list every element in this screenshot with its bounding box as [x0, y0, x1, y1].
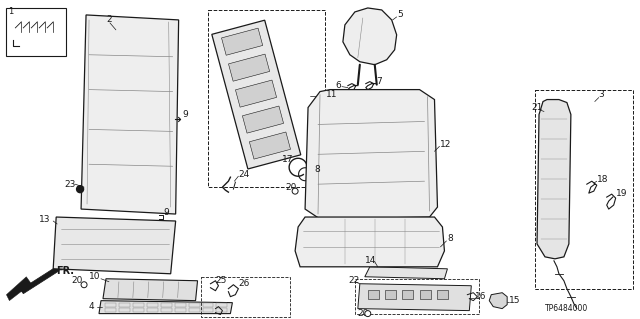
Bar	[119, 308, 130, 312]
Text: 25: 25	[216, 276, 227, 285]
Bar	[420, 290, 431, 299]
Polygon shape	[365, 267, 447, 279]
Bar	[402, 290, 413, 299]
Bar	[202, 308, 214, 312]
Bar	[216, 308, 227, 312]
Text: 14: 14	[365, 256, 376, 265]
Polygon shape	[103, 279, 198, 300]
Circle shape	[365, 311, 371, 316]
Polygon shape	[537, 100, 571, 259]
Circle shape	[81, 282, 87, 288]
Text: 4: 4	[89, 302, 95, 311]
Polygon shape	[81, 15, 179, 214]
Text: 11: 11	[326, 90, 337, 99]
Text: 19: 19	[616, 189, 627, 198]
Text: 7: 7	[376, 77, 381, 86]
Text: TP6484000: TP6484000	[545, 304, 588, 313]
Polygon shape	[20, 267, 59, 294]
Circle shape	[292, 188, 298, 194]
Text: 20: 20	[285, 183, 296, 192]
Bar	[105, 303, 116, 307]
Text: 21: 21	[531, 103, 543, 112]
Polygon shape	[295, 217, 444, 267]
Bar	[189, 308, 200, 312]
Polygon shape	[236, 80, 276, 107]
Bar	[216, 303, 227, 307]
Text: 24: 24	[238, 170, 250, 179]
Polygon shape	[99, 300, 232, 314]
Bar	[147, 308, 157, 312]
Text: FR.: FR.	[56, 266, 74, 276]
Polygon shape	[53, 217, 175, 274]
Text: 13: 13	[39, 214, 51, 224]
Polygon shape	[243, 106, 284, 133]
Text: 8: 8	[314, 165, 320, 174]
Bar	[385, 290, 396, 299]
Text: 17: 17	[282, 155, 294, 164]
Bar	[119, 303, 130, 307]
Bar	[202, 303, 214, 307]
Text: 22: 22	[348, 276, 359, 285]
Text: 8: 8	[447, 234, 453, 243]
Bar	[105, 308, 116, 312]
Text: 18: 18	[596, 175, 608, 184]
Circle shape	[77, 186, 84, 193]
Polygon shape	[305, 90, 438, 219]
Bar	[368, 290, 379, 299]
Polygon shape	[358, 284, 471, 311]
Polygon shape	[489, 293, 507, 308]
Bar	[438, 290, 449, 299]
Bar	[161, 303, 172, 307]
Text: 12: 12	[440, 140, 451, 149]
Bar	[535, 90, 632, 289]
Bar	[161, 308, 172, 312]
Text: 9: 9	[182, 110, 188, 119]
Text: 1: 1	[8, 7, 13, 17]
Bar	[175, 303, 186, 307]
Bar	[355, 279, 479, 314]
Text: 5: 5	[397, 11, 403, 19]
Text: 26: 26	[238, 279, 250, 288]
Bar	[133, 303, 144, 307]
Polygon shape	[343, 8, 397, 65]
Polygon shape	[212, 20, 301, 169]
Bar	[147, 303, 157, 307]
Text: 3: 3	[599, 90, 605, 99]
Bar	[207, 10, 325, 187]
Text: 10: 10	[89, 272, 100, 281]
Polygon shape	[228, 54, 269, 81]
Text: 9: 9	[164, 208, 170, 217]
Text: 20: 20	[71, 276, 83, 285]
Polygon shape	[6, 277, 31, 300]
Bar	[6, 8, 66, 56]
Text: 6: 6	[335, 81, 340, 90]
Text: 2: 2	[106, 15, 111, 25]
Text: 23: 23	[64, 180, 76, 189]
Bar	[133, 308, 144, 312]
Bar	[175, 308, 186, 312]
Text: 16: 16	[476, 292, 487, 301]
Text: 15: 15	[509, 296, 521, 305]
Bar	[200, 277, 290, 316]
Polygon shape	[250, 132, 291, 159]
Polygon shape	[221, 28, 262, 55]
Bar	[189, 303, 200, 307]
Text: 20: 20	[358, 309, 369, 318]
